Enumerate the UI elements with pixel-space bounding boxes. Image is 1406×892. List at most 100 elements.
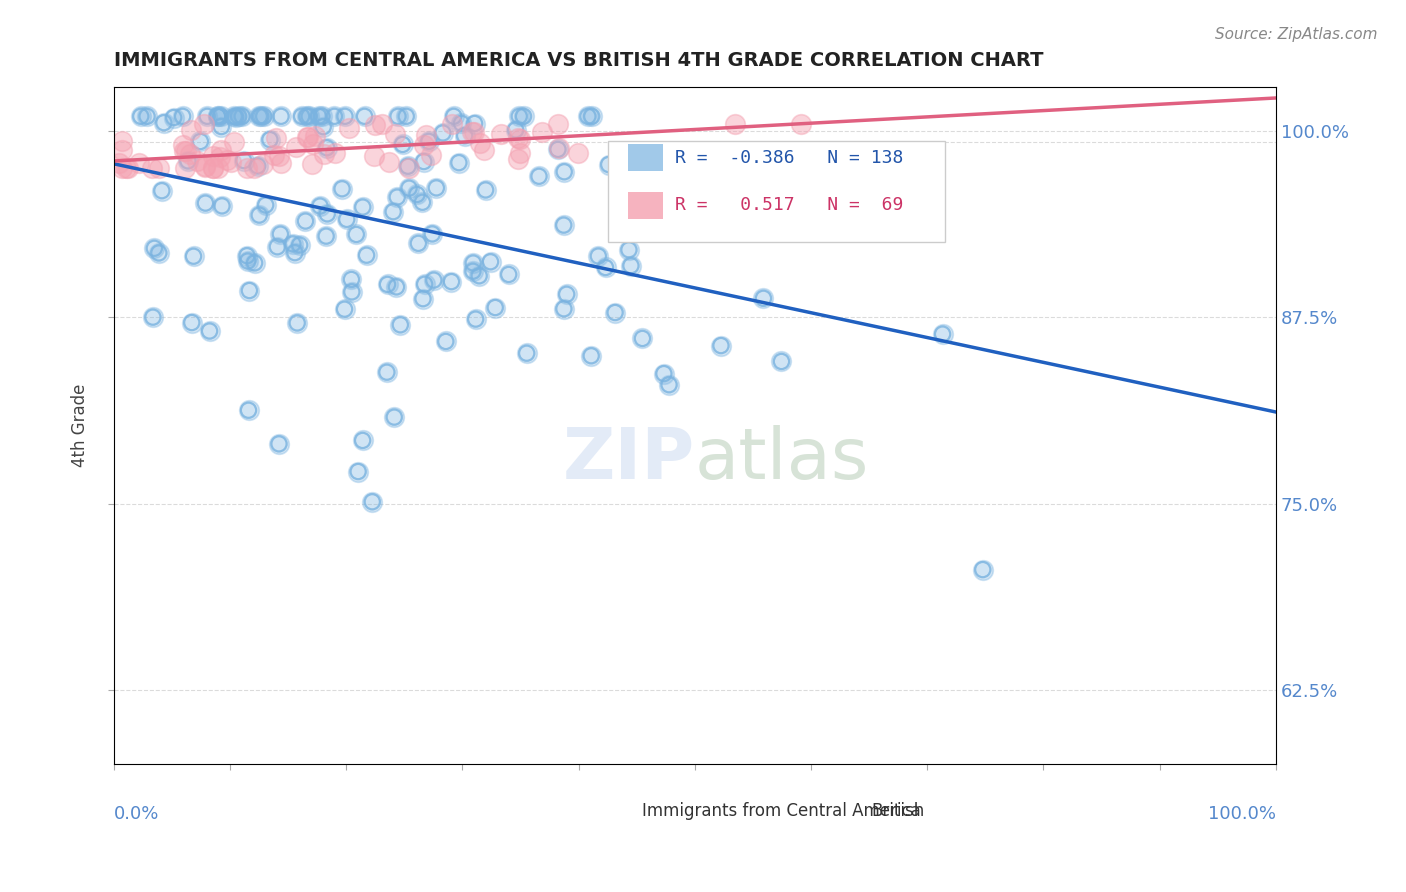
Point [413, 277, 436, 292]
Point [395, 109, 418, 123]
Point [418, 134, 440, 148]
Text: R =   0.517   N =  69: R = 0.517 N = 69 [675, 196, 904, 214]
Point [598, 157, 620, 171]
Point [247, 109, 270, 123]
Point [231, 109, 253, 123]
Point [512, 109, 534, 123]
Point [254, 198, 277, 212]
Point [658, 377, 681, 392]
Point [330, 182, 353, 196]
Point [770, 354, 793, 368]
Text: British: British [872, 802, 925, 820]
Point [190, 135, 212, 149]
Point [267, 437, 290, 451]
Point [356, 248, 378, 262]
Point [579, 349, 602, 363]
Point [136, 109, 159, 123]
Point [361, 495, 384, 509]
Point [631, 331, 654, 345]
Point [547, 117, 569, 131]
Point [352, 200, 374, 214]
Point [527, 169, 550, 184]
Point [270, 109, 292, 123]
Point [201, 161, 224, 176]
Point [267, 437, 290, 451]
Point [163, 111, 186, 125]
Point [377, 277, 399, 292]
Point [391, 137, 413, 152]
Point [498, 268, 520, 282]
Point [285, 316, 308, 330]
Point [603, 305, 626, 319]
Point [579, 349, 602, 363]
Point [209, 120, 232, 134]
Point [595, 260, 617, 275]
Point [238, 403, 260, 417]
Point [463, 256, 485, 270]
Text: 0.0%: 0.0% [114, 805, 159, 823]
Point [190, 135, 212, 149]
Point [284, 245, 307, 260]
Point [250, 109, 273, 123]
Point [312, 120, 335, 134]
Point [211, 199, 233, 213]
Point [224, 109, 246, 123]
Point [316, 207, 339, 221]
Point [412, 154, 434, 169]
Text: 100.0%: 100.0% [1208, 805, 1277, 823]
Point [352, 434, 374, 448]
Point [408, 236, 430, 251]
Point [266, 240, 288, 254]
Y-axis label: 4th Grade: 4th Grade [72, 384, 89, 467]
Point [294, 214, 316, 228]
Point [263, 148, 285, 162]
Point [512, 109, 534, 123]
Point [180, 123, 202, 137]
Point [474, 183, 496, 197]
Point [148, 246, 170, 260]
Point [385, 280, 408, 294]
Point [498, 268, 520, 282]
Point [447, 155, 470, 169]
Point [253, 109, 276, 123]
Point [666, 174, 689, 188]
Point [387, 109, 409, 123]
Point [972, 563, 994, 577]
Point [516, 346, 538, 360]
Point [143, 241, 166, 255]
Point [136, 109, 159, 123]
Point [309, 199, 332, 213]
Point [710, 338, 733, 352]
Point [209, 143, 232, 157]
Point [666, 174, 689, 188]
Point [195, 109, 218, 123]
Point [150, 184, 173, 198]
Point [415, 128, 437, 142]
Point [254, 198, 277, 212]
Point [238, 284, 260, 298]
Point [553, 218, 575, 232]
Point [443, 109, 465, 123]
Point [269, 227, 291, 241]
Point [209, 109, 232, 123]
Point [295, 109, 318, 123]
Point [509, 146, 531, 161]
Point [450, 116, 472, 130]
Point [333, 302, 356, 317]
Point [581, 109, 603, 123]
Point [620, 259, 643, 273]
Point [225, 110, 247, 124]
Point [385, 280, 408, 294]
Point [148, 161, 170, 176]
Point [413, 277, 436, 292]
Point [195, 109, 218, 123]
Point [425, 181, 447, 195]
Point [752, 291, 775, 305]
Point [243, 256, 266, 270]
Point [652, 367, 675, 381]
Point [316, 207, 339, 221]
Point [340, 285, 363, 299]
Point [193, 117, 215, 131]
Point [931, 327, 953, 342]
Point [323, 109, 346, 123]
